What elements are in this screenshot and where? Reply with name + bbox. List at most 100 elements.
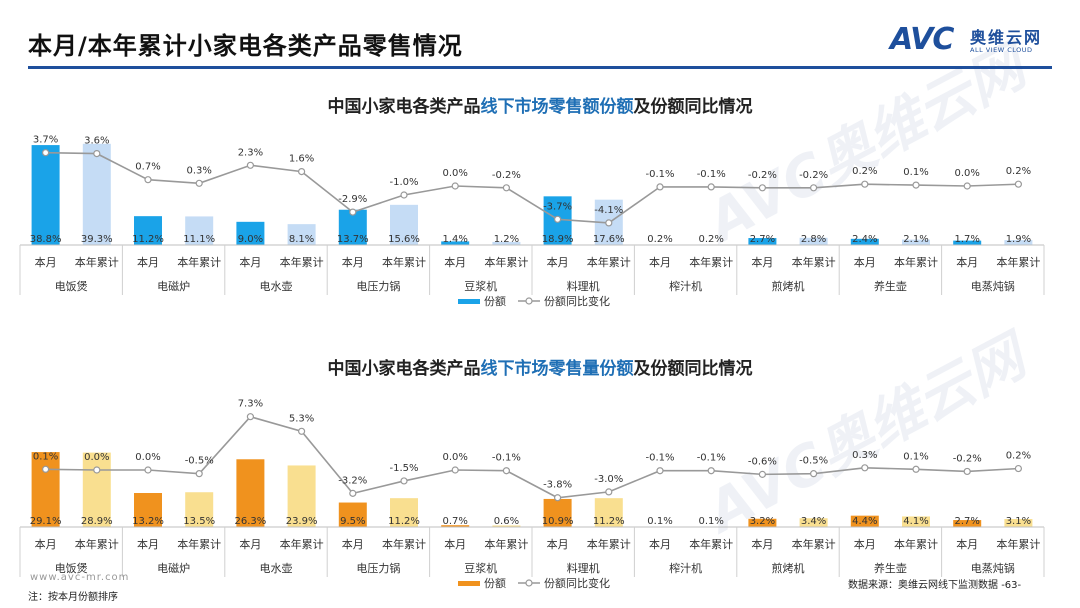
change-point xyxy=(246,161,254,169)
share-label: 39.3% xyxy=(81,234,113,245)
change-point xyxy=(758,184,767,192)
change-point xyxy=(349,208,357,216)
change-point xyxy=(93,149,101,158)
group-label: 电磁炉 xyxy=(157,562,190,575)
group-label: 养生壶 xyxy=(874,279,907,293)
subcategory-label: 本月 xyxy=(547,255,569,269)
change-point xyxy=(707,183,715,191)
share-bar xyxy=(902,239,930,245)
share-label: 11.2% xyxy=(132,234,164,245)
page-title: 本月/本年累计小家电各类产品零售情况 xyxy=(28,32,463,60)
change-label: 0.2% xyxy=(1006,166,1031,177)
share-label: 2.7% xyxy=(750,234,775,245)
group-label: 榨汁机 xyxy=(669,561,702,575)
group-label: 电压力锅 xyxy=(356,280,400,293)
subcategory-label: 本年累计 xyxy=(996,537,1040,551)
share-label: 29.1% xyxy=(30,516,62,527)
logo-en: ALL VIEW CLOUD xyxy=(970,46,1033,54)
subcategory-label: 本月 xyxy=(444,537,466,551)
share-label: 4.4% xyxy=(852,516,877,527)
subcategory-label: 本年累计 xyxy=(894,255,938,269)
change-label: -0.2% xyxy=(492,170,521,181)
change-label: -0.2% xyxy=(953,453,982,464)
change-point xyxy=(758,470,767,478)
subcategory-label: 本年累计 xyxy=(894,537,938,551)
group-label: 电饭煲 xyxy=(55,280,88,293)
subcategory-label: 本月 xyxy=(854,255,876,269)
subcategory-label: 本年累计 xyxy=(75,537,119,551)
share-label: 0.1% xyxy=(698,516,723,527)
subcategory-label: 本月 xyxy=(342,255,364,269)
share-label: 28.9% xyxy=(81,516,113,527)
share-label: 23.9% xyxy=(286,516,318,527)
group-label: 榨汁机 xyxy=(669,279,702,293)
group-label: 豆浆机 xyxy=(464,561,497,575)
change-point xyxy=(605,488,613,496)
group-label: 电水壶 xyxy=(260,561,293,575)
subcategory-label: 本年累计 xyxy=(996,255,1040,269)
subcategory-label: 本月 xyxy=(547,537,569,551)
group-label: 电磁炉 xyxy=(157,280,190,293)
share-bar xyxy=(850,238,879,245)
share-label: 2.4% xyxy=(852,234,877,245)
change-label: 0.0% xyxy=(135,452,160,463)
change-point xyxy=(298,167,306,176)
change-label: 0.7% xyxy=(135,162,160,173)
share-bar xyxy=(902,516,930,527)
change-point xyxy=(1014,464,1023,473)
share-label: 9.5% xyxy=(340,516,365,527)
group-label: 养生壶 xyxy=(874,561,907,575)
change-point xyxy=(400,477,408,485)
subcategory-label: 本月 xyxy=(444,255,466,269)
share-label: 13.2% xyxy=(132,516,164,527)
subcategory-label: 本年累计 xyxy=(382,537,426,551)
share-label: 3.1% xyxy=(1006,516,1031,527)
change-point xyxy=(861,180,869,188)
legend-marker xyxy=(525,579,533,587)
change-point xyxy=(912,465,920,473)
change-label: -0.5% xyxy=(799,456,828,467)
subcategory-label: 本年累计 xyxy=(280,255,324,269)
subcategory-label: 本年累计 xyxy=(177,255,221,269)
change-label: 1.6% xyxy=(289,154,314,165)
share-bar xyxy=(953,520,982,527)
share-label: 4.1% xyxy=(903,516,928,527)
change-label: -1.0% xyxy=(389,177,418,188)
share-label: 3.4% xyxy=(801,516,826,527)
share-bar xyxy=(134,493,162,527)
change-point xyxy=(400,191,408,199)
share-label: 0.7% xyxy=(442,516,467,527)
share-bar xyxy=(1004,519,1033,527)
change-label: 0.1% xyxy=(903,167,928,178)
legend-label: 份额同比变化 xyxy=(544,576,610,590)
share-bar xyxy=(492,525,521,527)
page-number: -63- xyxy=(1001,580,1022,591)
change-point xyxy=(41,465,50,473)
subcategory-label: 本年累计 xyxy=(689,537,733,551)
share-bar xyxy=(185,216,214,245)
subcategory-label: 本月 xyxy=(649,537,671,551)
share-bar xyxy=(82,143,111,245)
change-label: -2.9% xyxy=(338,194,367,205)
share-label: 0.2% xyxy=(698,234,723,245)
share-bar xyxy=(185,492,214,527)
change-line xyxy=(45,415,1019,499)
change-point xyxy=(605,219,613,227)
share-bar xyxy=(134,216,162,245)
change-label: 0.0% xyxy=(442,452,467,463)
share-label: 17.6% xyxy=(593,234,625,245)
group-label: 电水壶 xyxy=(260,279,293,293)
change-label: 0.1% xyxy=(33,451,58,462)
change-point xyxy=(809,470,818,478)
share-label: 11.1% xyxy=(183,234,215,245)
share-label: 0.2% xyxy=(647,234,672,245)
group-label: 料理机 xyxy=(567,561,600,575)
change-label: 0.0% xyxy=(442,168,467,179)
share-label: 13.7% xyxy=(337,234,369,245)
change-label: 0.2% xyxy=(1006,451,1031,462)
change-label: -3.2% xyxy=(338,475,367,486)
subcategory-label: 本月 xyxy=(35,537,57,551)
subcategory-label: 本年累计 xyxy=(177,537,221,551)
share-bar xyxy=(799,237,828,245)
subcategory-label: 本月 xyxy=(342,537,364,551)
